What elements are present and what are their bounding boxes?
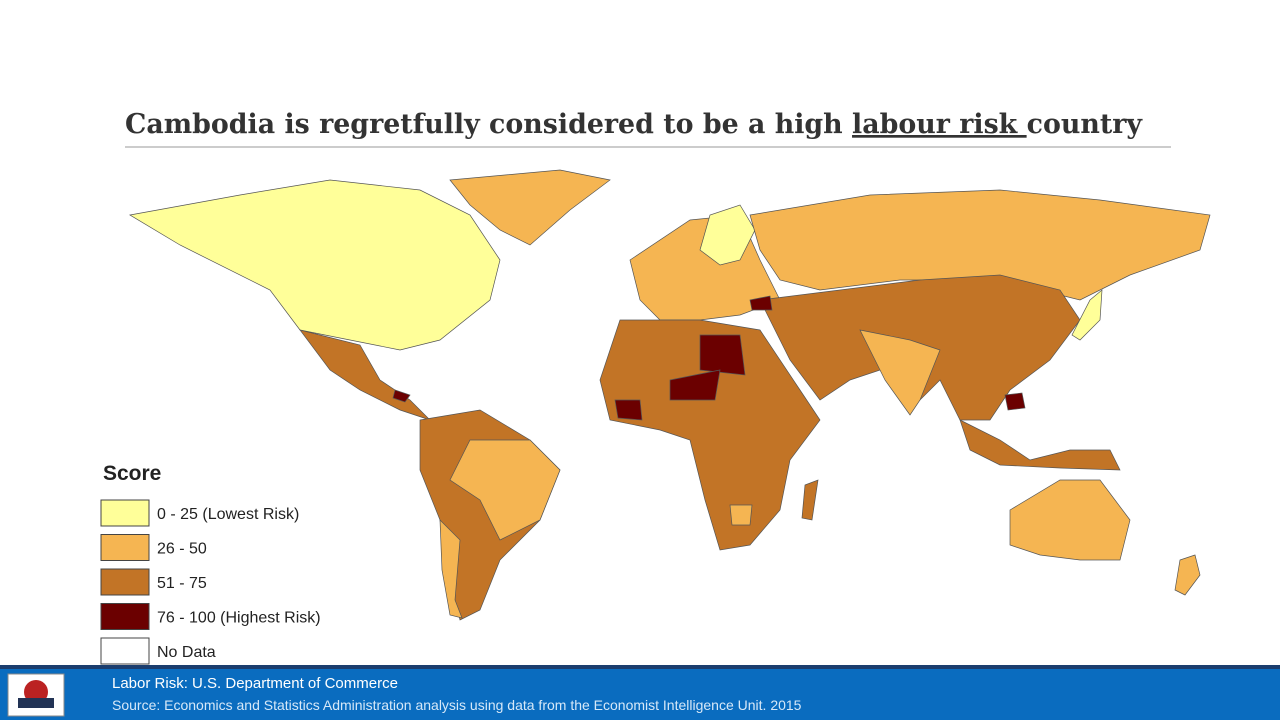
legend-label: No Data (157, 644, 216, 661)
legend: 0 - 25 (Lowest Risk) 26 - 50 51 - 75 76 - 1… (100, 499, 321, 665)
logo-emblem (18, 698, 54, 708)
slide-title: Cambodia is regretfully considered to be… (125, 109, 1143, 140)
legend-swatch (100, 637, 150, 665)
legend-label: 51 - 75 (157, 575, 207, 592)
legend-label: 26 - 50 (157, 541, 207, 558)
legend-swatch (100, 499, 150, 527)
world-map (129, 169, 1211, 621)
footer-source: Source: Economics and Statistics Adminis… (112, 697, 802, 713)
footer-title: Labor Risk: U.S. Department of Commerce (112, 675, 398, 692)
title-text: Cambodia is regretfully considered to be… (125, 109, 852, 140)
title-text: country (1027, 109, 1144, 140)
footer-rule (0, 665, 1280, 669)
legend-swatch (100, 603, 150, 630)
legend-swatch (100, 568, 150, 596)
footer-band (0, 669, 1280, 720)
legend-title: Score (103, 462, 161, 485)
legend-label: 76 - 100 (Highest Risk) (157, 610, 321, 627)
legend-label: 0 - 25 (Lowest Risk) (157, 506, 299, 523)
title-underlined: labour risk (852, 109, 1027, 140)
legend-swatch (100, 534, 150, 561)
